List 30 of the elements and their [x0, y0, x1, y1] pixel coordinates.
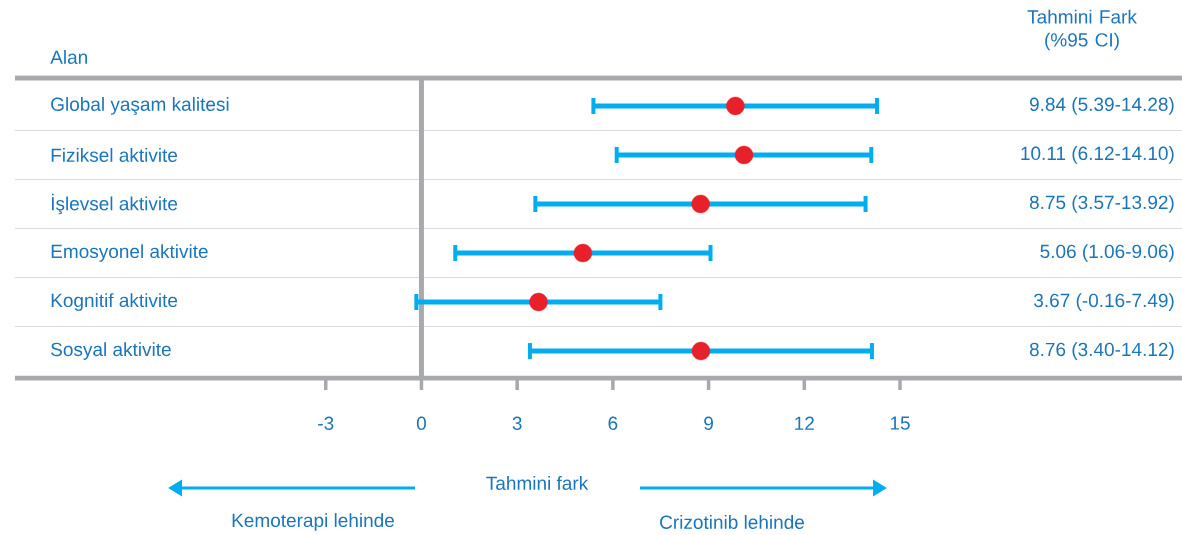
- point: [726, 96, 745, 116]
- y-tick-label: Global yaşam kalitesi: [51, 97, 229, 115]
- annotation: 8.75 (3.57-13.92): [1029, 195, 1174, 213]
- x-tick-label: 6: [608, 416, 618, 430]
- x-axis-title: Tahmini fark: [486, 476, 589, 490]
- x-tick-label: 3: [512, 416, 522, 430]
- y-tick-label: İşlevsel aktivite: [51, 193, 178, 215]
- point: [691, 341, 711, 361]
- point: [529, 292, 548, 312]
- y-tick-label: Fiziksel aktivite: [51, 147, 178, 162]
- x-tick-label: 15: [890, 416, 910, 430]
- text: Tahmini Fark (%95 CI): [1027, 9, 1137, 51]
- point: [573, 243, 593, 263]
- x-tick-label: 9: [704, 416, 713, 430]
- text: Crizotinib lehinde: [660, 515, 804, 529]
- x-tick-label: 12: [795, 416, 814, 430]
- annotation: 10.11 (6.12-14.10): [1021, 146, 1174, 164]
- annotation: 8.76 (3.40-14.12): [1029, 342, 1174, 360]
- x-tick-label: -3: [318, 416, 334, 430]
- x-tick-label: 0: [416, 416, 426, 430]
- y-tick-label: Kognitif aktivite: [51, 293, 178, 311]
- y-tick-label: Sosyal aktivite: [51, 342, 171, 360]
- text: Kemoterapi lehinde: [232, 513, 394, 531]
- y-tick-label: Emosyonel aktivite: [51, 244, 208, 262]
- point: [691, 194, 710, 214]
- point: [734, 145, 754, 165]
- annotation: 5.06 (1.06-9.06): [1040, 244, 1174, 262]
- annotation: 9.84 (5.39-14.28): [1029, 97, 1174, 115]
- annotation: 3.67 (-0.16-7.49): [1034, 293, 1174, 311]
- text: Alan: [50, 50, 87, 64]
